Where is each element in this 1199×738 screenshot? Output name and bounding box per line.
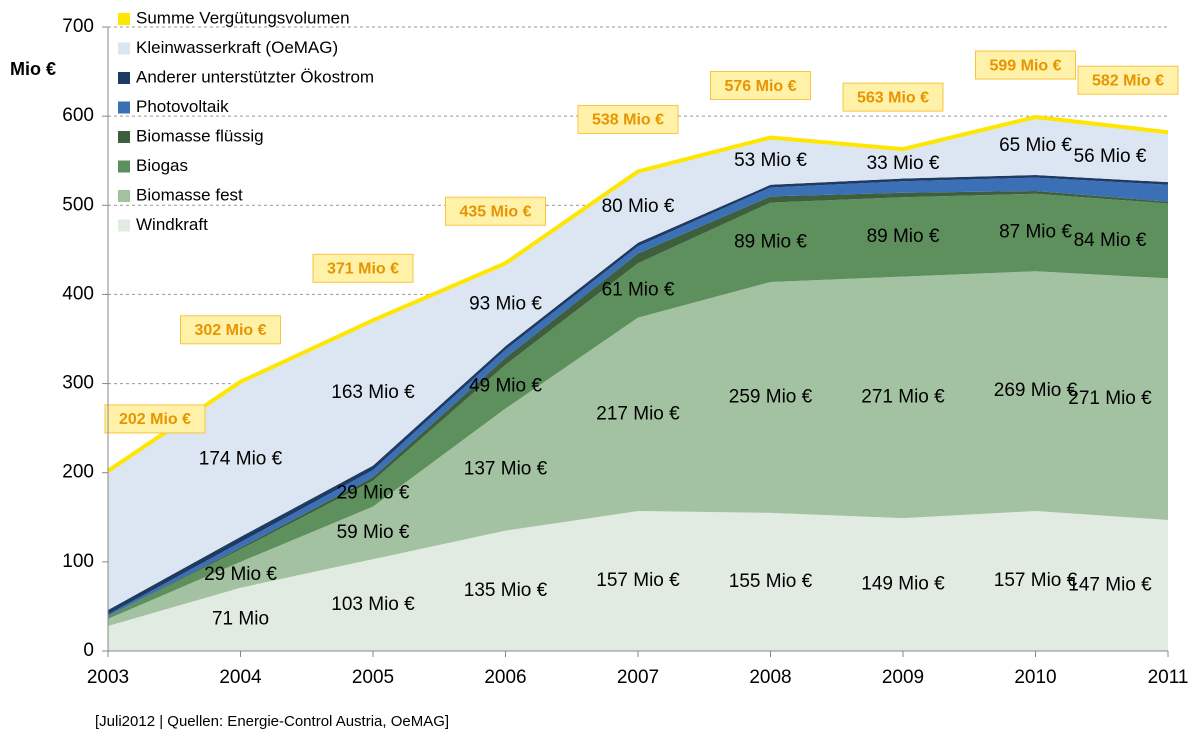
total-label: 435 Mio € [459,203,531,220]
total-label: 371 Mio € [327,260,399,277]
legend-label: Biomasse flüssig [136,126,264,145]
total-label-box [975,50,1076,80]
data-label: 217 Mio € [596,403,680,424]
data-label: 59 Mio € [337,522,410,543]
legend-label: Biogas [136,156,188,175]
data-label: 93 Mio € [469,294,542,315]
y-tick-label: 500 [62,194,94,215]
y-tick-label: 400 [62,283,94,304]
legend-swatch [118,160,130,173]
data-label: 271 Mio € [1068,388,1152,409]
legend-swatch [118,131,130,143]
legend-swatch [118,101,130,114]
data-label: 61 Mio € [602,279,675,300]
data-label: 149 Mio € [861,574,945,595]
total-label: 302 Mio € [194,322,266,339]
x-tick-label: 2006 [484,667,526,688]
data-label: 29 Mio € [337,483,410,504]
data-label: 29 Mio € [204,564,277,585]
legend-label: Summe Vergütungsvolumen [136,8,350,27]
total-label: 563 Mio € [857,89,929,106]
y-tick-label: 600 [62,105,94,126]
data-label: 174 Mio € [199,448,283,469]
y-tick-label: 300 [62,373,94,394]
legend-label: Photovoltaik [136,97,229,116]
legend-swatch [118,190,130,202]
area [108,193,1168,619]
total-label: 582 Mio € [1092,72,1164,89]
total-label-box [577,104,679,134]
data-label: 89 Mio € [734,231,807,252]
data-label: 33 Mio € [867,153,940,174]
total-label: 202 Mio € [119,411,191,428]
data-label: 269 Mio € [994,380,1078,401]
legend-label: Anderer unterstützter Ökostrom [136,67,374,86]
data-label: 163 Mio € [331,382,415,403]
x-tick-label: 2008 [749,667,791,688]
data-label: 89 Mio € [867,226,940,247]
data-label: 103 Mio € [331,594,415,615]
area [108,271,1168,627]
x-tick-label: 2004 [219,667,262,688]
data-label: 49 Mio € [469,376,542,397]
y-tick-label: 100 [62,551,94,572]
area [108,511,1168,651]
legend-swatch [118,219,130,232]
x-tick-label: 2010 [1014,667,1056,688]
x-tick-label: 2011 [1148,667,1189,688]
legend-label: Windkraft [136,215,208,234]
total-label: 538 Mio € [592,112,664,129]
data-label: 137 Mio € [464,459,548,480]
data-label: 157 Mio € [994,570,1078,591]
total-label: 599 Mio € [989,57,1061,74]
legend-swatch [118,72,130,84]
y-tick-label: 700 [62,16,94,37]
data-label: 65 Mio € [999,135,1072,156]
total-label-box [312,253,414,283]
total-label-box [445,196,546,226]
y-tick-label: 0 [83,640,94,661]
total-line [106,115,1169,473]
total-label-box [842,82,944,112]
total-label: 576 Mio € [724,78,796,95]
data-label: 71 Mio [212,608,269,629]
data-label: 56 Mio € [1074,146,1147,167]
data-label: 157 Mio € [596,570,680,591]
x-tick-label: 2007 [617,667,659,688]
area [108,117,1168,610]
legend-swatch [118,42,130,55]
total-label-box [710,71,811,101]
data-label: 155 Mio € [729,571,813,592]
data-label: 84 Mio € [1074,230,1147,251]
x-tick-label: 2003 [87,667,129,688]
x-tick-label: 2005 [352,667,394,688]
legend-swatch [118,13,130,25]
data-label: 259 Mio € [729,386,813,407]
legend-label: Biomasse fest [136,185,243,204]
data-label: 87 Mio € [999,221,1072,242]
data-label: 135 Mio € [464,580,548,601]
y-axis-label: Mio € [10,59,56,79]
data-label: 53 Mio € [734,150,807,171]
total-label-box [180,315,281,345]
y-tick-label: 200 [62,462,94,483]
total-label-box [1077,65,1179,95]
data-label: 147 Mio € [1068,574,1152,595]
legend-label: Kleinwasserkraft (OeMAG) [136,38,338,57]
x-tick-label: 2009 [882,667,924,688]
data-label: 271 Mio € [861,386,945,407]
footnote: [Juli2012 | Quellen: Energie-Control Aus… [95,713,449,730]
data-label: 80 Mio € [602,196,675,217]
total-label-box [104,404,206,434]
